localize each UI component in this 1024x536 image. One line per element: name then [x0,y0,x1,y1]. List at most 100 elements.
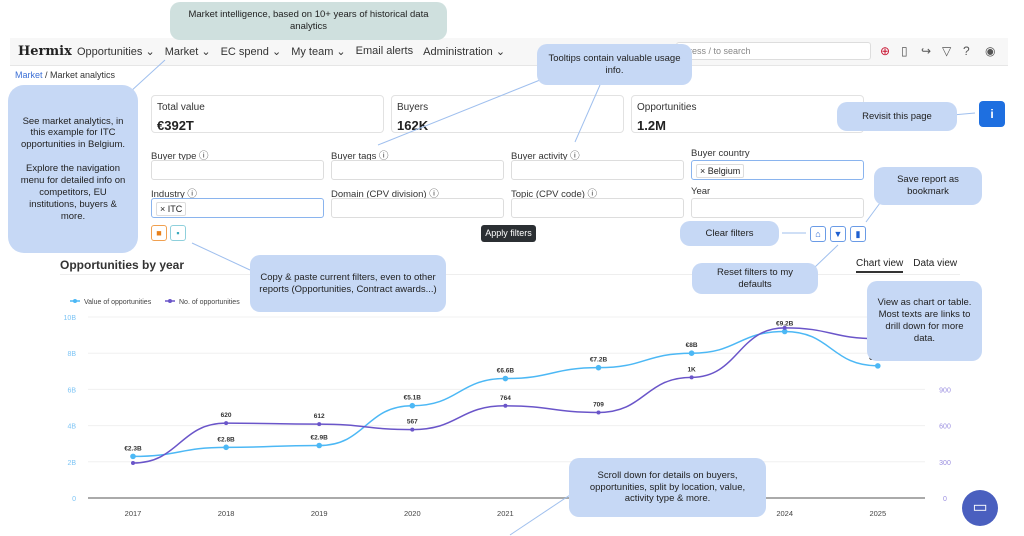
left-tick-label: 10B [64,315,77,322]
year-input[interactable] [691,198,864,218]
data-label: 620 [221,412,232,419]
year-label: Year [691,186,711,197]
data-label: 1K [687,366,696,373]
menu-opportunities[interactable]: Opportunities ⌄ [77,46,155,58]
main-menu: Opportunities ⌄ Market ⌄ EC spend ⌄ My t… [77,45,505,58]
tab-data-view[interactable]: Data view [913,258,958,269]
x-tick-label: 2017 [125,509,142,518]
legend-label: Value of opportunities [84,299,152,306]
data-point [596,410,601,415]
buyer-tags-input[interactable] [331,160,504,180]
user-icon[interactable]: ◉ [985,44,996,58]
help-icon[interactable]: ? [963,44,970,58]
callout-save-bookmark: Save report as bookmark [874,167,982,205]
data-point [131,461,135,466]
callout-scroll-down: Scroll down for details on buyers, oppor… [569,458,766,517]
bookmark-icon[interactable]: ▯ [901,44,908,58]
kpi-label: Opportunities [637,102,697,113]
buyer-country-label: Buyer country [691,148,750,159]
menu-market[interactable]: Market ⌄ [164,46,211,58]
data-point [410,427,415,432]
right-tick-label: 600 [939,424,951,431]
data-label: €2.9B [311,435,329,442]
data-point [689,375,694,380]
menu-ec-spend[interactable]: EC spend ⌄ [220,46,282,58]
x-tick-label: 2021 [497,509,514,518]
kpi-value: 162K [397,118,429,133]
uk-flag-icon[interactable]: ⊕ [880,44,891,58]
kpi-label: Total value [157,102,205,113]
right-tick-label: 0 [943,496,947,503]
x-tick-label: 2020 [404,509,421,518]
callout-text: See market analytics, in this example fo… [20,115,126,222]
menu-email-alerts[interactable]: Email alerts [355,45,414,57]
reset-filters-icon[interactable]: ▼ [830,226,846,242]
apply-filters-button[interactable]: Apply filters [481,225,536,242]
paste-filters-icon[interactable]: ▪ [170,225,186,241]
callout-revisit: Revisit this page [837,102,957,131]
buyer-tags-label: Buyer tags ⓘ [331,151,389,162]
belgium-chip[interactable]: × Belgium [696,164,745,178]
chat-icon[interactable]: ▭ [962,490,998,526]
divider [60,274,960,275]
callout-tooltips: Tooltips contain valuable usage info. [537,44,692,85]
share-icon[interactable]: ↪ [921,44,932,58]
data-point [875,363,881,369]
breadcrumb-market[interactable]: Market [15,70,43,80]
data-label: €7.2B [590,357,608,364]
left-tick-label: 8B [67,351,76,358]
callout-text: Tooltips contain valuable usage info. [548,52,681,76]
data-label: €9.2B [776,320,794,327]
hermix-logo[interactable]: Hermix [18,44,72,59]
buyer-type-label: Buyer type ⓘ [151,151,209,162]
callout-text: Market intelligence, based on 10+ years … [188,9,429,32]
kpi-buyers[interactable]: Buyers 162K [391,95,624,133]
right-tick-label: 300 [939,460,951,467]
copy-filters-icon[interactable]: ■ [151,225,167,241]
callout-text: Reset filters to my defaults [716,266,794,290]
filter-icon[interactable]: ▽ [942,44,952,58]
data-point [688,350,695,356]
x-tick-label: 2025 [869,509,886,518]
kpi-total-value[interactable]: Total value €392T [151,95,384,133]
callout-text: Save report as bookmark [897,174,959,197]
domain-label: Domain (CPV division) ⓘ [331,189,439,200]
data-label: €5.1B [404,395,422,402]
industry-label: Industry ⓘ [151,189,197,200]
info-button[interactable]: i [979,101,1005,127]
callout-market-intelligence: Market intelligence, based on 10+ years … [170,2,447,40]
breadcrumb-current: Market analytics [50,70,116,80]
kpi-value: €392T [157,118,194,133]
opportunities-chart: 0 2B 4B 6B 8B 10B 0 300 600 900 2017 2018 2019 2020 20… [64,299,951,518]
data-label: 567 [407,419,418,426]
menu-administration[interactable]: Administration ⌄ [423,46,506,58]
topic-input[interactable] [511,198,684,218]
buyer-activity-input[interactable] [511,160,684,180]
buyer-country-input[interactable]: × Belgium [691,160,864,180]
topic-label: Topic (CPV code) ⓘ [511,189,598,200]
itc-chip[interactable]: × ITC [156,202,187,216]
buyer-type-input[interactable] [151,160,324,180]
section-title: Opportunities by year [60,258,185,272]
data-point [317,422,322,427]
menu-my-team[interactable]: My team ⌄ [291,46,346,58]
data-label: 709 [593,401,604,408]
data-point [409,402,416,409]
kpi-opportunities[interactable]: Opportunities 1.2M [631,95,864,133]
left-tick-label: 0 [72,496,76,503]
legend-dot [168,299,172,303]
callout-reset-filters: Reset filters to my defaults [692,263,818,294]
buyer-activity-label: Buyer activity ⓘ [511,151,580,162]
industry-input[interactable]: × ITC [151,198,324,218]
data-label: €2.8B [217,436,235,443]
domain-input[interactable] [331,198,504,218]
data-point [224,421,229,426]
x-tick-label: 2018 [218,509,235,518]
tab-chart-view[interactable]: Chart view [856,258,904,273]
data-label: €8B [686,342,698,349]
data-point [316,442,323,449]
data-point [595,364,602,371]
save-bookmark-icon[interactable]: ▮ [850,226,866,242]
search-input[interactable]: Press / to search [676,42,871,60]
clear-filters-icon[interactable]: ⌂ [810,226,826,242]
